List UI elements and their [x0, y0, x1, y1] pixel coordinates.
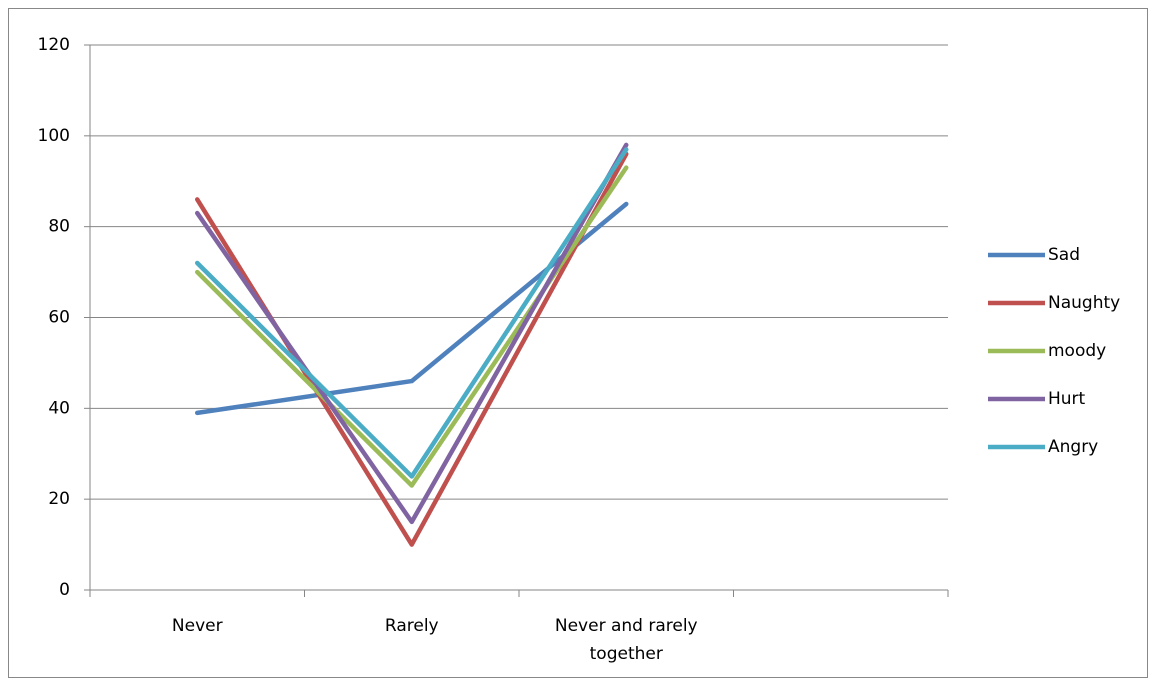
series-line — [195, 142, 629, 525]
legend-label: Sad — [1048, 245, 1080, 265]
chart-frame — [8, 8, 1148, 678]
x-tick-label: Never and rarely together — [554, 616, 698, 664]
y-tick-label: 80 — [48, 217, 70, 237]
y-tick-label: 0 — [59, 580, 70, 600]
legend-label: Angry — [1048, 437, 1098, 457]
legend-label: moody — [1048, 341, 1106, 361]
x-tick-label: Rarely — [384, 616, 439, 636]
series-line — [195, 201, 629, 416]
y-tick-label: 20 — [48, 489, 70, 509]
series-line — [195, 147, 629, 479]
y-tick-label: 60 — [48, 308, 70, 328]
legend-label: Hurt — [1048, 389, 1086, 409]
y-tick-label: 120 — [38, 35, 70, 55]
y-tick-label: 40 — [48, 398, 70, 418]
legend-label: Naughty — [1048, 293, 1120, 313]
x-tick-label: Never — [171, 616, 223, 636]
y-tick-label: 100 — [38, 126, 70, 146]
